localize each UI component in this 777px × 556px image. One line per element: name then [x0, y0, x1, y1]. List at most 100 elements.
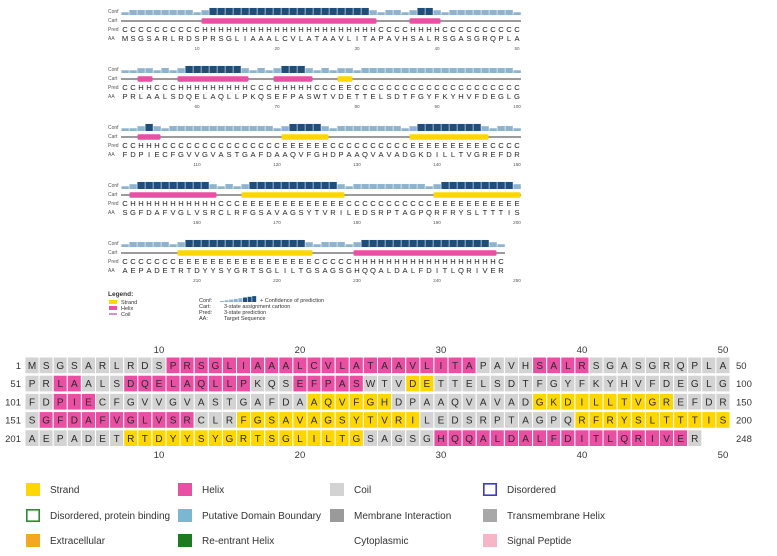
pred-letter: H [394, 257, 399, 266]
confidence-bar [457, 68, 465, 73]
aa-letter: V [466, 150, 472, 159]
pred-letter: C [394, 141, 400, 150]
confidence-bar [265, 70, 273, 73]
residue-tick-label: 90 [434, 104, 440, 109]
residue-letter: S [268, 434, 275, 445]
confidence-bar [153, 126, 161, 131]
pred-letter: C [402, 25, 408, 34]
confidence-bar [425, 123, 433, 131]
pred-letter: E [282, 199, 287, 208]
residue-letter: Q [141, 379, 149, 390]
row-label-pred: Pred [108, 201, 119, 207]
confidence-bar [321, 126, 329, 131]
pred-letter: C [378, 83, 384, 92]
pred-letter: C [474, 25, 480, 34]
aa-letter: A [354, 150, 360, 159]
pred-letter: C [154, 257, 160, 266]
aa-letter: P [338, 150, 343, 159]
row-label-pred: Pred [108, 143, 119, 149]
aa-letter: P [498, 34, 503, 43]
row-start-index: 51 [10, 379, 21, 390]
confidence-bar [417, 68, 425, 73]
residue-letter: L [424, 416, 430, 427]
confidence-bar [353, 126, 361, 131]
residue-letter: P [494, 416, 501, 427]
aa-letter: I [340, 208, 342, 217]
confidence-bar [137, 242, 145, 247]
aa-letter: Q [458, 266, 464, 275]
confidence-bar [121, 244, 129, 247]
residue-letter: P [691, 361, 698, 372]
confidence-bar [185, 239, 193, 247]
aa-letter: S [466, 34, 471, 43]
confidence-bar [313, 181, 321, 189]
pred-letter: C [194, 25, 200, 34]
aa-letter: P [202, 34, 207, 43]
aa-letter: G [346, 266, 352, 275]
pred-letter: H [370, 25, 375, 34]
residue-letter: F [551, 434, 557, 445]
confidence-bar [313, 123, 321, 131]
residue-letter: I [411, 416, 414, 427]
residue-letter: T [678, 416, 684, 427]
pred-letter: H [154, 199, 159, 208]
pred-letter: E [306, 141, 311, 150]
residue-letter: P [29, 379, 36, 390]
confidence-bar [241, 68, 249, 73]
aa-letter: A [250, 150, 256, 159]
aa-letter: R [242, 266, 248, 275]
aa-letter: G [138, 34, 144, 43]
residue-letter: S [720, 416, 727, 427]
aa-letter: T [443, 266, 448, 275]
aa-letter: L [275, 34, 279, 43]
pred-letter: E [322, 199, 327, 208]
aa-letter: S [410, 34, 415, 43]
aa-letter: F [123, 150, 128, 159]
pred-letter: E [458, 199, 463, 208]
aa-letter: F [259, 150, 264, 159]
pred-letter: C [434, 83, 440, 92]
pred-letter: C [370, 83, 376, 92]
confidence-bar [481, 10, 489, 15]
confidence-bar [145, 181, 153, 189]
residue-letter: G [352, 434, 360, 445]
aa-letter: L [171, 34, 175, 43]
residue-letter: E [424, 379, 431, 390]
pred-letter: E [258, 199, 263, 208]
confidence-bar [513, 128, 521, 131]
residue-tick-label: 20 [274, 46, 280, 51]
top-position-tick: 40 [577, 345, 588, 356]
pred-letter: H [410, 25, 415, 34]
residue-tick-label: 210 [193, 278, 201, 283]
confidence-bar [129, 128, 137, 131]
residue-letter: A [480, 397, 487, 408]
pred-letter: C [482, 25, 488, 34]
pred-letter: H [418, 257, 423, 266]
pred-letter: C [346, 257, 352, 266]
confidence-bar [337, 126, 345, 131]
confidence-bar [337, 242, 345, 247]
confidence-bar [177, 68, 185, 73]
aa-letter: G [514, 92, 520, 101]
aa-letter: T [483, 208, 488, 217]
aa-letter: S [218, 266, 223, 275]
residue-letter: Q [564, 416, 572, 427]
confidence-bar [441, 12, 449, 15]
residue-letter: D [508, 379, 515, 390]
aa-letter: D [394, 92, 400, 101]
aa-letter: S [194, 34, 199, 43]
bottom-position-tick: 10 [154, 450, 165, 461]
confidence-bar [441, 239, 449, 247]
pred-letter: H [378, 257, 383, 266]
aa-letter: R [162, 34, 168, 43]
residue-letter: A [522, 416, 529, 427]
residue-letter: Y [565, 379, 572, 390]
confidence-bar [345, 244, 353, 247]
residue-letter: A [395, 361, 402, 372]
confidence-bar [329, 128, 337, 131]
residue-letter: A [268, 361, 275, 372]
pred-letter: C [426, 199, 432, 208]
residue-letter: G [367, 397, 375, 408]
pred-letter: E [234, 257, 239, 266]
